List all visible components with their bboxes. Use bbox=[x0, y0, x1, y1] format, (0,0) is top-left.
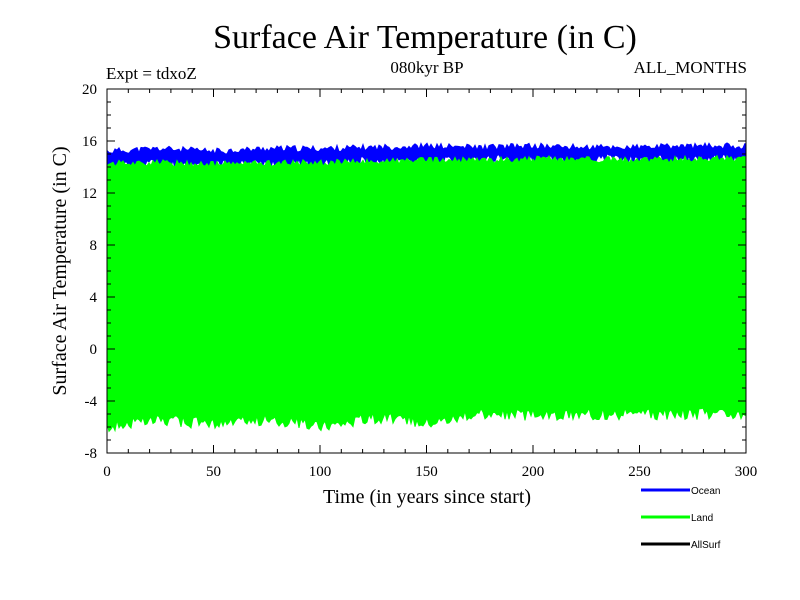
x-tick-label: 0 bbox=[103, 464, 111, 480]
x-tick-label: 200 bbox=[522, 464, 545, 480]
chart-subtitle: 080kyr BP bbox=[390, 58, 463, 77]
x-tick-label: 150 bbox=[415, 464, 438, 480]
x-tick-label: 50 bbox=[206, 464, 221, 480]
y-tick-label: -4 bbox=[85, 394, 98, 410]
months-label: ALL_MONTHS bbox=[634, 58, 747, 77]
plot-area: 0 50 100 150 200 250 300 -8 -4 0 4 8 12 16 20 bbox=[82, 82, 757, 480]
legend: Ocean Land AllSurf bbox=[641, 486, 721, 551]
y-tick-label: 4 bbox=[90, 290, 98, 306]
y-axis-label: Surface Air Temperature (in C) bbox=[49, 146, 71, 395]
y-tick-label: 0 bbox=[90, 342, 98, 358]
x-tick-label: 100 bbox=[309, 464, 332, 480]
series-land-band bbox=[106, 154, 746, 433]
legend-label-ocean: Ocean bbox=[691, 486, 720, 497]
y-tick-label: -8 bbox=[85, 446, 98, 462]
y-tick-label: 12 bbox=[82, 186, 97, 202]
legend-label-allsurf: AllSurf bbox=[691, 540, 721, 551]
y-tick-label: 8 bbox=[90, 238, 98, 254]
x-tick-label: 300 bbox=[735, 464, 758, 480]
experiment-label: Expt = tdxoZ bbox=[106, 64, 197, 83]
chart-title: Surface Air Temperature (in C) bbox=[213, 19, 637, 56]
series-layer bbox=[106, 141, 746, 433]
x-tick-label: 250 bbox=[628, 464, 651, 480]
x-axis-label: Time (in years since start) bbox=[323, 486, 531, 508]
y-tick-label: 20 bbox=[82, 82, 97, 98]
tick-layer: 0 50 100 150 200 250 300 -8 -4 0 4 8 12 16 20 bbox=[82, 82, 757, 480]
y-tick-label: 16 bbox=[82, 134, 98, 150]
legend-label-land: Land bbox=[691, 513, 713, 524]
